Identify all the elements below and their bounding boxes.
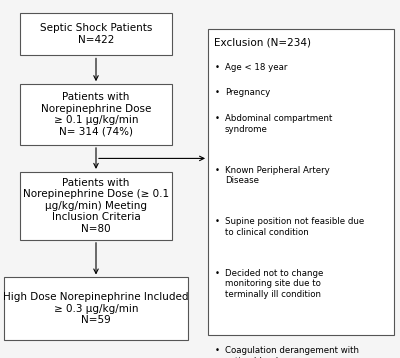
Text: Supine position not feasible due
to clinical condition: Supine position not feasible due to clin… [225,217,364,237]
Text: Age < 18 year: Age < 18 year [225,63,287,72]
FancyBboxPatch shape [20,172,172,240]
Text: Exclusion (N=234): Exclusion (N=234) [214,38,311,48]
Text: •: • [215,217,220,226]
FancyBboxPatch shape [20,84,172,145]
Text: Patients with
Norepinephrine Dose (≥ 0.1
μg/kg/min) Meeting
Inclusion Criteria
N: Patients with Norepinephrine Dose (≥ 0.1… [23,178,169,234]
Text: •: • [215,88,220,97]
Text: •: • [215,63,220,72]
Text: Septic Shock Patients
N=422: Septic Shock Patients N=422 [40,23,152,45]
Text: •: • [215,346,220,355]
FancyBboxPatch shape [4,277,188,340]
Text: •: • [215,269,220,278]
Text: High Dose Norepinephrine Included
≥ 0.3 μg/kg/min
N=59: High Dose Norepinephrine Included ≥ 0.3 … [3,292,189,325]
Text: Coagulation derangement with
active bleed: Coagulation derangement with active blee… [225,346,359,358]
Text: Decided not to change
monitoring site due to
terminally ill condition: Decided not to change monitoring site du… [225,269,323,299]
FancyBboxPatch shape [20,13,172,55]
FancyBboxPatch shape [208,29,394,335]
Text: Abdominal compartment
syndrome: Abdominal compartment syndrome [225,114,332,134]
Text: •: • [215,166,220,175]
Text: Patients with
Norepinephrine Dose
≥ 0.1 μg/kg/min
N= 314 (74%): Patients with Norepinephrine Dose ≥ 0.1 … [41,92,151,137]
Text: Known Peripheral Artery
Disease: Known Peripheral Artery Disease [225,166,330,185]
Text: •: • [215,114,220,123]
Text: Pregnancy: Pregnancy [225,88,270,97]
